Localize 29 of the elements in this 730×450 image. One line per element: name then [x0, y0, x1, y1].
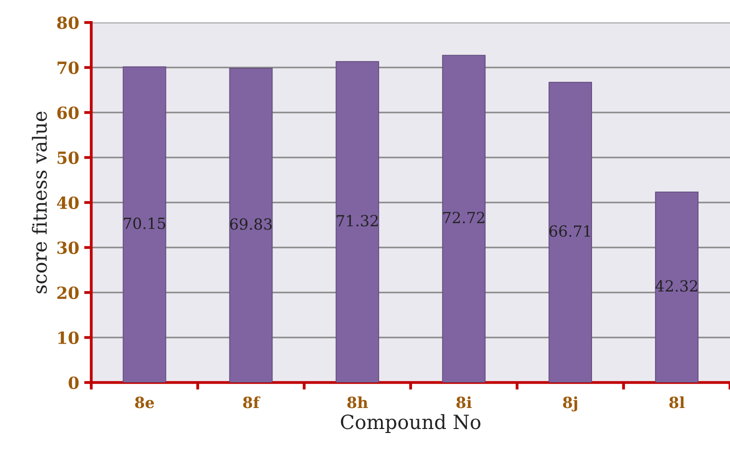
- bar: [442, 54, 486, 382]
- data-label: 69.83: [230, 218, 272, 230]
- x-tick-label: 8l: [669, 396, 685, 408]
- y-tick-label: 60: [57, 106, 79, 120]
- y-tick-label: 80: [57, 16, 79, 30]
- x-tick-label: 8e: [135, 396, 154, 408]
- data-label: 42.32: [655, 280, 698, 292]
- x-tick-label: 8j: [563, 396, 578, 412]
- bar: [336, 61, 380, 382]
- bar: [548, 82, 592, 382]
- x-axis-title: Compound No: [340, 414, 480, 433]
- y-tick-label: 30: [57, 241, 79, 254]
- bar: [122, 66, 166, 382]
- y-tick-label: 10: [58, 331, 79, 344]
- y-tick-label: 70: [58, 61, 79, 74]
- bar: [655, 192, 698, 382]
- data-label: 72.72: [443, 212, 484, 224]
- x-tick-label: 8f: [243, 396, 260, 408]
- y-axis-title: score fitness value: [32, 112, 47, 294]
- data-label: 70.15: [124, 218, 166, 230]
- x-tick-label: 8i: [456, 396, 472, 408]
- y-tick-label: 20: [57, 286, 79, 300]
- y-tick-label: 0: [68, 376, 79, 390]
- data-label: 71.32: [336, 214, 378, 226]
- bar: [229, 68, 273, 382]
- y-tick-label: 40: [56, 196, 79, 210]
- y-tick-label: 50: [58, 151, 79, 164]
- data-label: 66.71: [549, 225, 590, 237]
- x-tick-label: 8h: [347, 396, 368, 408]
